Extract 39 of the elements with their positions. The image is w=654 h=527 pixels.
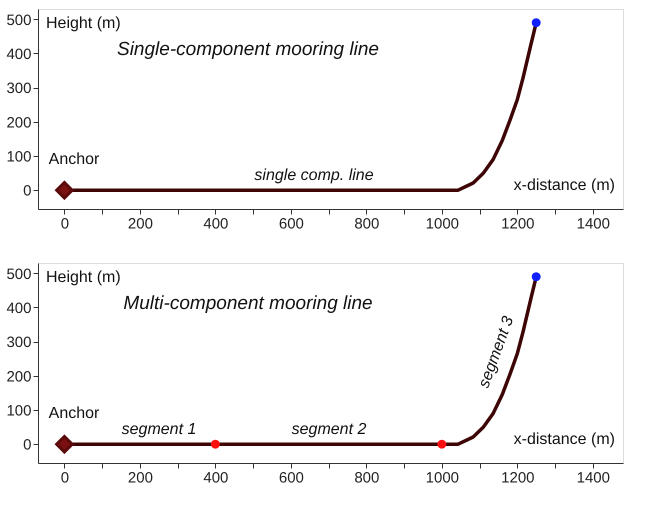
- text: Multi-component mooring line: [123, 293, 373, 314]
- x-tick-label: 1400: [576, 470, 610, 486]
- x-tick-label: 400: [203, 216, 228, 232]
- y-tick-label: 100: [6, 148, 32, 166]
- x-tick-label: 600: [278, 470, 304, 486]
- x-tick-label: 800: [354, 470, 380, 486]
- x-tick-label: 1000: [426, 470, 460, 486]
- y-tick-label: 500: [6, 266, 32, 283]
- y-tick-label: 400: [6, 46, 32, 63]
- x-tick-label: 1400: [576, 216, 610, 232]
- x-tick-label: 400: [203, 470, 228, 486]
- x-axis-title: x-distance (m): [514, 177, 615, 194]
- y-tick-label: 300: [6, 80, 32, 98]
- y-tick-label: 200: [6, 114, 32, 132]
- annotation: single comp. line: [254, 167, 374, 184]
- y-tick-label: 0: [23, 182, 32, 200]
- x-tick-label: 800: [354, 216, 380, 232]
- y-tick-label: 300: [6, 334, 32, 352]
- y-tick-label: 500: [6, 12, 32, 29]
- x-tick-label: 0: [60, 216, 70, 232]
- x-tick-label: 1200: [501, 470, 535, 486]
- y-tick-label: 200: [6, 368, 32, 386]
- y-tick-label: 100: [6, 402, 32, 420]
- x-tick-label: 1000: [426, 216, 460, 232]
- x-tick-label: 1200: [501, 216, 535, 232]
- x-tick-label: 200: [128, 216, 153, 232]
- y-tick-label: 400: [6, 300, 32, 317]
- annotation: Anchor: [48, 405, 100, 422]
- annotation: segment 2: [292, 421, 366, 438]
- x-tick-label: 0: [60, 470, 70, 486]
- annotation: segment 1: [122, 421, 196, 438]
- y-tick-label: 0: [23, 436, 32, 454]
- text: Single-component mooring line: [117, 39, 379, 60]
- y-axis-title: Height (m): [46, 15, 121, 32]
- annotation: Anchor: [48, 151, 100, 168]
- x-tick-label: 600: [278, 216, 304, 232]
- y-axis-title: Height (m): [46, 269, 121, 286]
- x-tick-label: 200: [128, 470, 153, 486]
- x-axis-title: x-distance (m): [514, 431, 615, 448]
